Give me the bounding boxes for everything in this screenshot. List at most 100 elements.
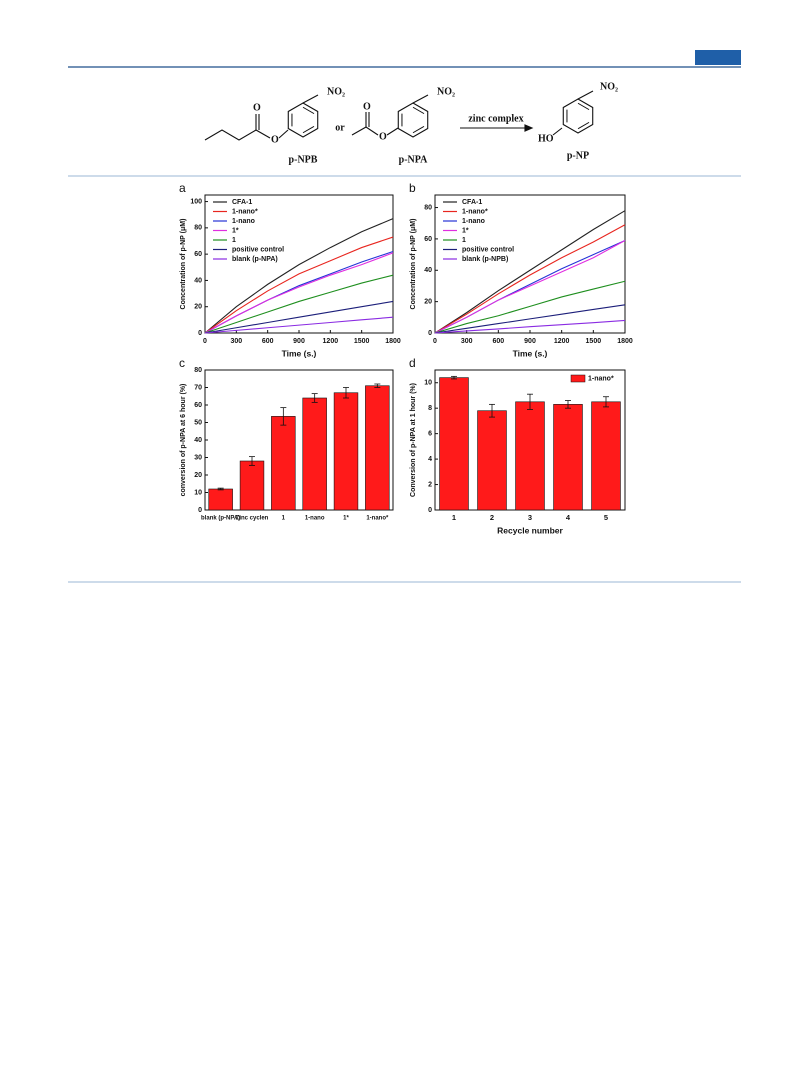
scheme	[204, 112, 563, 141]
reagent: zinc complex	[468, 113, 523, 124]
series-line	[434, 319, 626, 334]
group-label: O	[253, 102, 261, 113]
bar	[477, 410, 507, 511]
legend-label: 1	[232, 237, 236, 244]
x-tick-label: 4	[566, 513, 571, 522]
y-axis-label: Concentration of p-NP (μM)	[410, 219, 417, 310]
y-tick-label: 80	[194, 225, 202, 232]
error-bar	[374, 383, 381, 388]
x-tick-label: 2	[490, 513, 494, 522]
error-bar	[489, 403, 495, 418]
x-tick-label: 900	[524, 338, 536, 345]
error-bar	[451, 375, 457, 380]
bar	[333, 392, 359, 511]
panel-label: b	[409, 181, 416, 195]
y-tick-label: 60	[424, 236, 432, 243]
y-tick-label: 60	[194, 251, 202, 258]
x-tick-label: 300	[461, 338, 473, 345]
panel-label: c	[179, 356, 185, 370]
x-tick-label: blank (p-NPA)	[201, 516, 240, 522]
legend-label: 1-nano*	[462, 208, 488, 215]
y-tick-label: 40	[194, 277, 202, 284]
group-label: O	[379, 131, 387, 142]
bond	[278, 129, 289, 139]
legend-label: 1-nano	[462, 218, 485, 225]
error-bar	[343, 387, 349, 399]
ring-bond	[412, 106, 425, 115]
y-tick-label: 50	[194, 419, 202, 426]
group-label: O	[271, 134, 279, 145]
legend-label: 1-nano*	[588, 375, 614, 382]
y-tick-label: 0	[198, 330, 202, 337]
ring	[562, 98, 594, 134]
series-line	[434, 210, 626, 334]
y-tick-label: 10	[194, 489, 202, 496]
y-tick-label: 100	[190, 198, 202, 205]
y-tick-label: 2	[428, 481, 432, 488]
ring-bond	[302, 106, 315, 115]
series-line	[434, 239, 626, 334]
y-tick-label: 80	[424, 204, 432, 211]
header-box	[695, 50, 741, 65]
y-tick-label: 20	[194, 472, 202, 479]
x-tick-label: 1-nano	[305, 516, 325, 522]
panel-label: a	[179, 181, 186, 195]
compound-label: p-NP	[567, 150, 589, 161]
ring-bond	[577, 102, 590, 111]
series-line	[434, 224, 626, 334]
legend-label: CFA-1	[232, 199, 252, 206]
legend-label: positive control	[462, 246, 514, 253]
error-bar	[217, 487, 224, 491]
x-tick-label: 1	[452, 513, 456, 522]
plot-frame	[204, 369, 394, 511]
series-line	[204, 316, 394, 334]
x-tick-label: 1*	[343, 516, 349, 522]
error-bar	[280, 407, 287, 426]
arrow-head	[524, 124, 534, 132]
x-tick-label: 1500	[354, 338, 370, 345]
y-axis-label: Concentration of p-NP (μM)	[180, 219, 187, 310]
bar	[239, 460, 265, 511]
legend-swatch	[570, 374, 586, 383]
series-line	[204, 236, 394, 334]
bar	[591, 401, 621, 511]
y-tick-label: 8	[428, 405, 432, 412]
x-tick-label: 1200	[323, 338, 339, 345]
ring-bond	[577, 121, 590, 130]
x-tick-label: 1200	[554, 338, 570, 345]
legend-label: 1-nano	[232, 218, 255, 225]
x-tick-label: 1500	[586, 338, 602, 345]
group-label: HO	[538, 133, 554, 144]
legend-label: positive control	[232, 246, 284, 253]
group-label: NO₂	[437, 86, 455, 97]
x-tick-label: 900	[293, 338, 305, 345]
series-line	[434, 304, 626, 334]
error-bar	[527, 393, 533, 410]
series-line	[204, 300, 394, 334]
x-tick-label: Zinc cyclen	[236, 516, 269, 522]
series-line	[204, 252, 394, 334]
bond	[302, 94, 319, 104]
series-line	[204, 274, 394, 334]
ring	[287, 102, 319, 138]
x-tick-label: 1	[282, 516, 286, 522]
y-tick-label: 0	[428, 330, 432, 337]
legend-label: blank (p-NPB)	[462, 256, 508, 263]
y-tick-label: 10	[424, 380, 432, 387]
ring-bond	[412, 125, 425, 134]
x-tick-label: 300	[230, 338, 242, 345]
y-tick-label: 0	[198, 507, 202, 514]
bond	[365, 126, 379, 136]
x-axis-label: Time (s.)	[282, 348, 317, 358]
bond	[204, 129, 257, 141]
error-bar	[249, 456, 255, 466]
connector: or	[335, 122, 345, 133]
y-tick-label: 20	[424, 298, 432, 305]
bond	[577, 90, 594, 100]
group-label: NO₂	[600, 81, 618, 92]
y-tick-label: 80	[194, 367, 202, 374]
group-label: O	[363, 101, 371, 112]
compound-label: p-NPA	[399, 154, 428, 165]
